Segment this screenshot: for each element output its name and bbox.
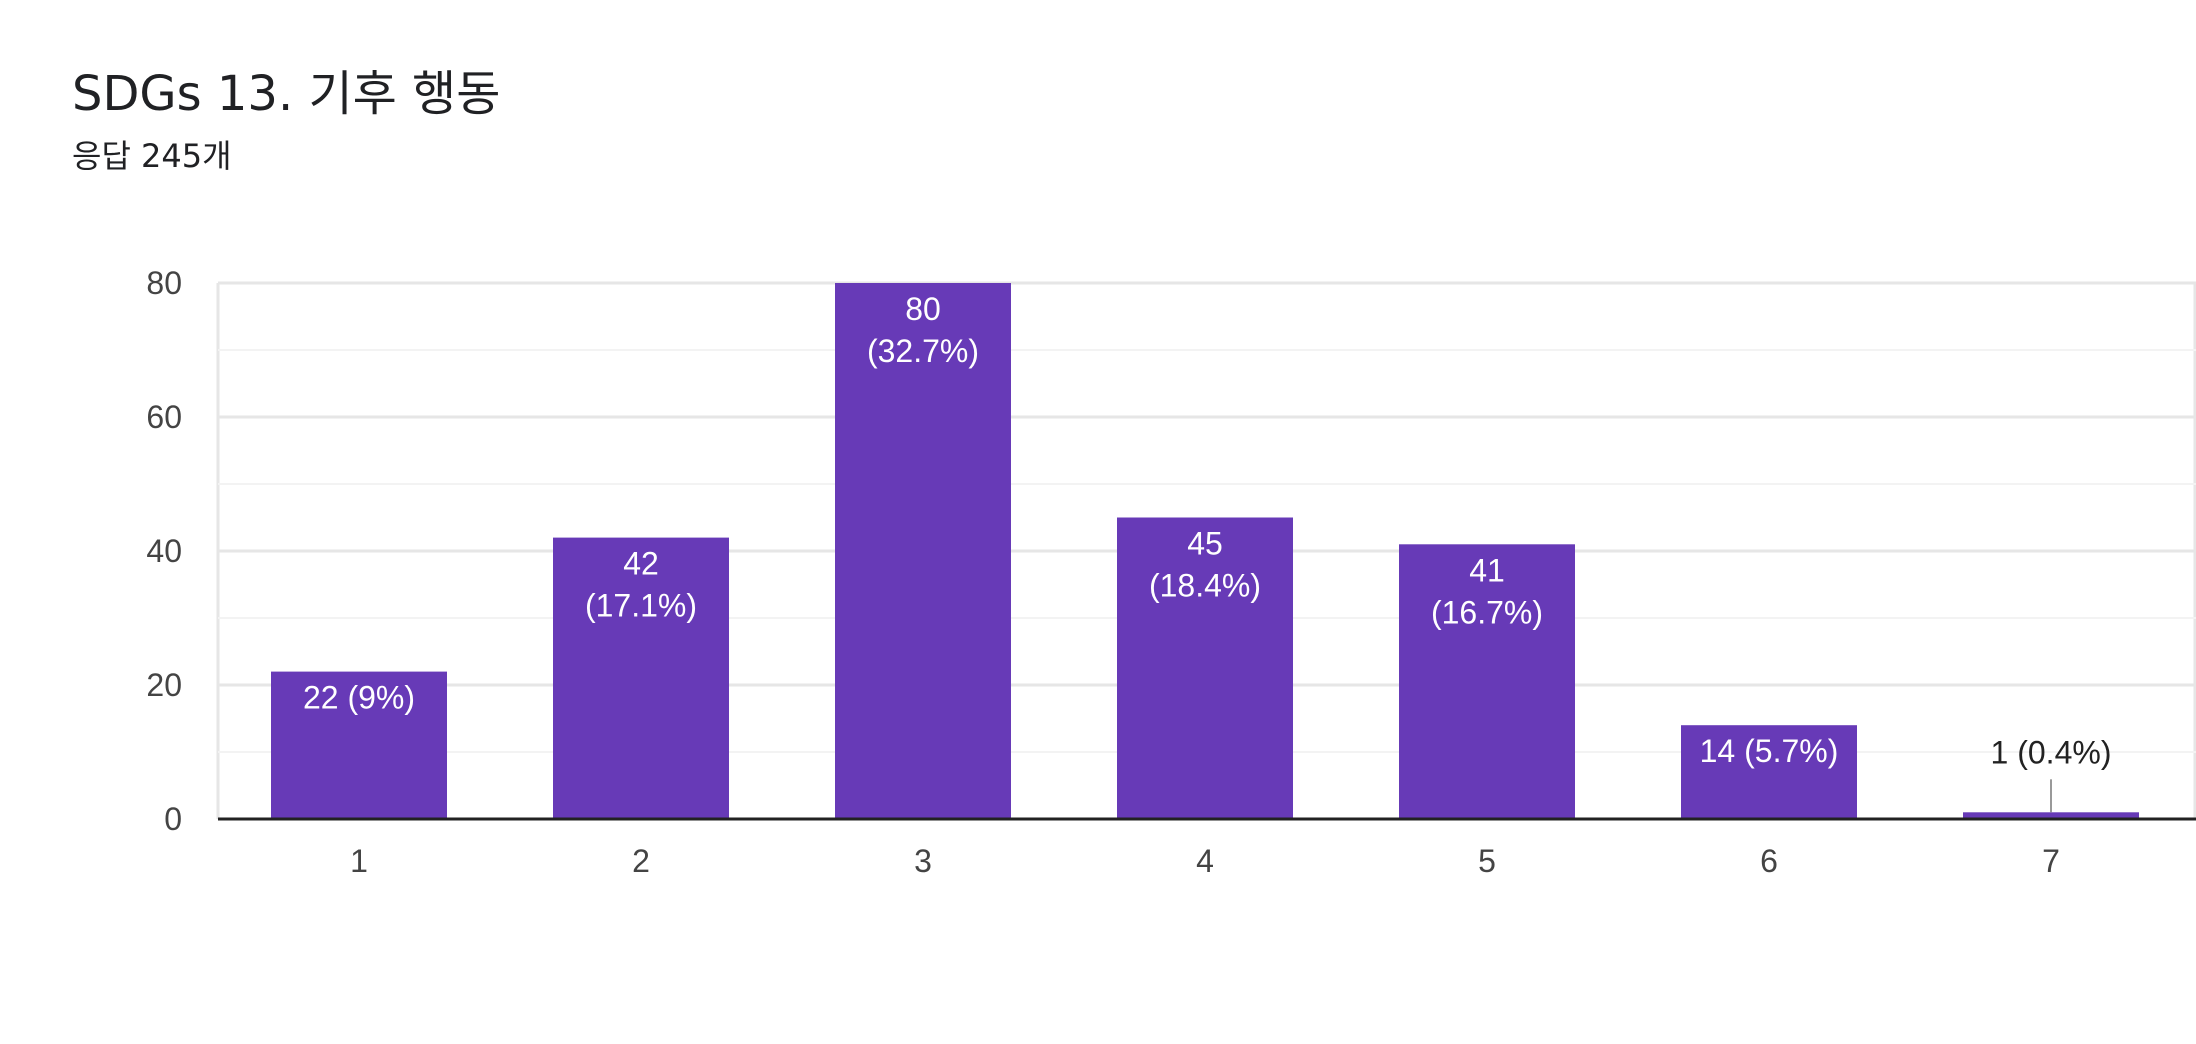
y-tick-label: 80 <box>146 265 182 301</box>
y-tick-label: 40 <box>146 533 182 569</box>
value-label-line: 14 (5.7%) <box>1700 733 1839 769</box>
x-tick-label: 5 <box>1478 843 1496 879</box>
bar <box>835 283 1011 819</box>
x-tick-label: 7 <box>2042 843 2060 879</box>
bar <box>271 671 447 819</box>
bar <box>553 537 729 819</box>
bar <box>1963 812 2139 819</box>
response-count: 응답 245개 <box>72 137 232 175</box>
value-label-line: 22 (9%) <box>303 680 415 716</box>
x-tick-label: 6 <box>1760 843 1778 879</box>
chart-title: SDGs 13. 기후 행동 <box>72 66 501 122</box>
value-label: 80 (32.7%) <box>867 291 979 369</box>
value-label-line: 80 <box>905 291 941 327</box>
value-label-line: 41 <box>1469 552 1505 588</box>
value-label: 22 (9%) <box>303 680 415 716</box>
x-tick-label: 4 <box>1196 843 1214 879</box>
value-label-line: (17.1%) <box>585 588 697 624</box>
value-label-line: 42 <box>623 546 659 582</box>
y-tick-label: 60 <box>146 399 182 435</box>
value-label-line: 45 <box>1187 526 1223 562</box>
value-label-line: (32.7%) <box>867 333 979 369</box>
value-label-line: (16.7%) <box>1431 594 1543 630</box>
value-label: 45 (18.4%) <box>1149 526 1261 604</box>
bar <box>1681 725 1857 819</box>
labels-layer: 22 (9%) 42 (17.1%) 80 (32.7%) 45 (18.4%) 41 (16.… <box>303 291 2112 813</box>
chart-header: SDGs 13. 기후 행동 응답 245개 <box>72 66 500 176</box>
y-tick-label: 0 <box>164 801 182 837</box>
value-label-line: (18.4%) <box>1149 568 1261 604</box>
value-label: 41 (16.7%) <box>1431 552 1543 630</box>
value-label: 42 (17.1%) <box>585 546 697 624</box>
bar <box>1117 517 1293 819</box>
x-tick-label: 1 <box>350 843 368 879</box>
bars-layer <box>271 283 2139 819</box>
value-label: 14 (5.7%) <box>1700 733 1839 769</box>
x-tick-label: 3 <box>914 843 932 879</box>
value-label: 1 (0.4%) <box>1991 734 2112 770</box>
value-label-line: 1 (0.4%) <box>1991 734 2112 770</box>
bar <box>1399 544 1575 819</box>
x-tick-label: 2 <box>632 843 650 879</box>
y-tick-label: 20 <box>146 667 182 703</box>
